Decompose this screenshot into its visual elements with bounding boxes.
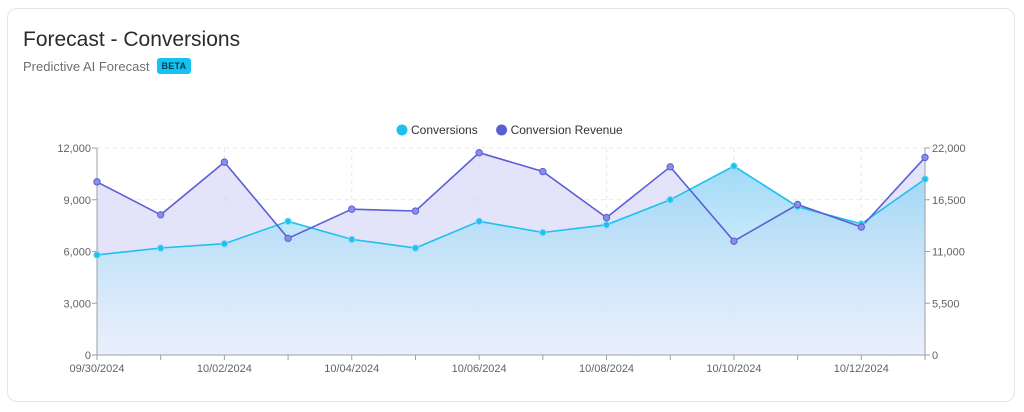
y-right-tick-label: 22,000 bbox=[932, 143, 966, 155]
y-left-tick-label: 3,000 bbox=[63, 298, 91, 310]
conversion-revenue-point[interactable] bbox=[220, 158, 229, 166]
series-lines bbox=[96, 151, 926, 256]
conversion-revenue-point[interactable] bbox=[539, 167, 547, 176]
conversions-point[interactable] bbox=[156, 244, 165, 252]
card-subtitle: Predictive AI Forecast bbox=[23, 58, 150, 74]
legend-swatch bbox=[496, 124, 508, 136]
axes: 0 3,000 6,000 9,000 12,000 0 5,500 11,000 16,500… bbox=[57, 143, 965, 375]
y-right-tick-label: 16,500 bbox=[932, 195, 966, 207]
conversions-point[interactable] bbox=[348, 235, 356, 244]
conversions-point[interactable] bbox=[93, 251, 101, 259]
conversions-point[interactable] bbox=[411, 244, 420, 252]
x-tick-label: 10/04/2024 bbox=[324, 363, 379, 375]
x-tick-label: 10/02/2024 bbox=[197, 363, 252, 375]
data-points bbox=[93, 149, 929, 259]
conversions-area bbox=[97, 166, 925, 355]
conversion-revenue-point[interactable] bbox=[921, 153, 929, 162]
conversions-point[interactable] bbox=[921, 175, 929, 183]
conversion-revenue-point[interactable] bbox=[93, 178, 101, 186]
y-right-tick-label: 5,500 bbox=[932, 298, 960, 310]
x-tick-label: 09/30/2024 bbox=[69, 363, 124, 375]
beta-badge: BETA bbox=[157, 58, 191, 74]
area-fills bbox=[97, 152, 925, 355]
conversion-revenue-point[interactable] bbox=[730, 237, 738, 245]
y-right-tick-label: 11,000 bbox=[932, 247, 965, 259]
conversion-revenue-point[interactable] bbox=[411, 207, 420, 215]
conversion-revenue-point[interactable] bbox=[348, 205, 356, 213]
y-left-tick-label: 9,000 bbox=[63, 195, 91, 207]
x-tick-label: 10/12/2024 bbox=[834, 363, 889, 375]
conversions-point[interactable] bbox=[284, 217, 292, 226]
conversion-revenue-point[interactable] bbox=[156, 211, 165, 219]
legend-item-conversion-revenue[interactable]: Conversion Revenue bbox=[496, 123, 623, 137]
conversions-line bbox=[96, 165, 926, 256]
card-title: Forecast - Conversions bbox=[23, 28, 241, 51]
legend-label: Conversions bbox=[411, 123, 478, 137]
legend-item-conversions[interactable]: Conversions bbox=[396, 123, 478, 137]
conversion-revenue-point[interactable] bbox=[793, 200, 802, 209]
conversion-revenue-line bbox=[96, 151, 926, 243]
subtitle-row: Predictive AI Forecast BETA bbox=[23, 56, 191, 76]
y-left-tick-label: 6,000 bbox=[63, 247, 91, 259]
conversion-revenue-point[interactable] bbox=[666, 163, 674, 171]
conversions-point[interactable] bbox=[666, 196, 674, 204]
conversions-point[interactable] bbox=[602, 221, 611, 229]
conversion-revenue-point[interactable] bbox=[602, 213, 611, 222]
y-left-tick-label: 0 bbox=[85, 350, 91, 362]
conversions-point[interactable] bbox=[220, 240, 229, 248]
legend-swatch bbox=[396, 124, 408, 136]
y-right-tick-label: 0 bbox=[932, 350, 938, 362]
y-left-tick-label: 12,000 bbox=[57, 143, 91, 155]
conversion-revenue-point[interactable] bbox=[475, 149, 483, 157]
conversions-point[interactable] bbox=[730, 162, 738, 170]
x-tick-label: 10/08/2024 bbox=[579, 363, 634, 375]
x-tick-label: 10/10/2024 bbox=[706, 363, 761, 375]
conversion-revenue-point[interactable] bbox=[857, 223, 866, 231]
conversions-point[interactable] bbox=[475, 217, 483, 226]
conversions-point[interactable] bbox=[539, 228, 547, 237]
conversion-revenue-point[interactable] bbox=[284, 234, 292, 243]
legend-label: Conversion Revenue bbox=[511, 123, 623, 137]
chart-legend[interactable]: Conversions Conversion Revenue bbox=[396, 123, 623, 137]
x-tick-label: 10/06/2024 bbox=[452, 363, 507, 375]
